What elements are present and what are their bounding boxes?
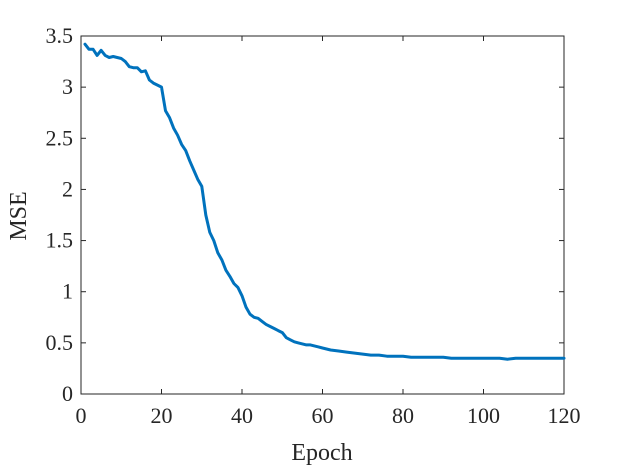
x-tick-label: 80 [392,403,414,428]
y-tick-label: 0.5 [46,330,74,355]
y-tick-label: 0 [62,381,73,406]
y-tick-label: 1 [62,279,73,304]
x-axis-label: Epoch [291,440,352,466]
x-tick-label: 20 [151,403,173,428]
y-tick-label: 3 [62,74,73,99]
y-tick-label: 2.5 [46,125,74,150]
series-line-mse [83,42,566,361]
y-tick-label: 2 [62,176,73,201]
plot-area: 0 20 40 60 80 100 120 0 0.5 1 1.5 2 2.5 3 3.5 [46,23,581,428]
y-tick-label: 3.5 [46,23,74,48]
x-tick-label: 0 [76,403,87,428]
x-tick-label: 40 [231,403,253,428]
y-axis-label: MSE [6,191,32,240]
x-tick-label: 60 [312,403,334,428]
x-tick-label: 100 [467,403,500,428]
x-tick-label: 120 [548,403,581,428]
y-tick-label: 1.5 [46,228,74,253]
axes-box [80,35,565,395]
